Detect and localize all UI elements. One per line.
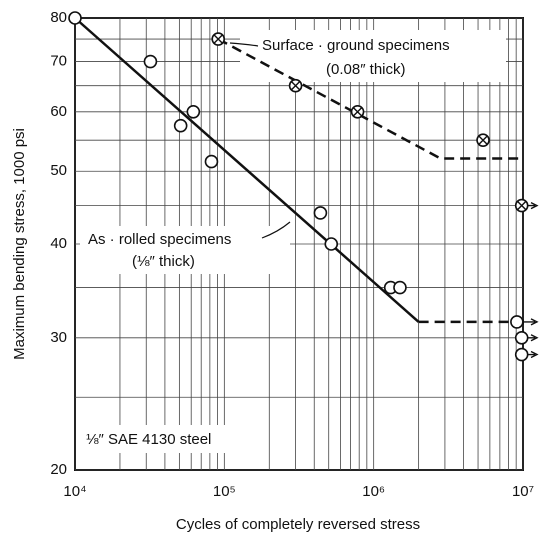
- y-tick-label: 40: [50, 235, 67, 252]
- marker-part: [514, 347, 529, 362]
- x-tick-label: 10⁶: [362, 483, 385, 500]
- marker-part: [352, 107, 363, 117]
- data-point: [288, 78, 303, 93]
- marker-part: [204, 154, 219, 169]
- fit-line: [217, 37, 523, 160]
- data-point: [514, 198, 539, 213]
- annotation: (0.08″ thick): [326, 61, 406, 78]
- x-tick-label: 10⁷: [512, 483, 534, 500]
- marker-part: [527, 201, 539, 210]
- data-point: [476, 133, 490, 147]
- y-tick-label: 60: [50, 103, 67, 120]
- data-point: [350, 104, 365, 119]
- y-tick-label: 20: [50, 461, 67, 478]
- annotation: As · rolled specimens: [88, 231, 231, 248]
- marker-part: [516, 200, 527, 211]
- data-point: [324, 237, 339, 251]
- marker-part: [527, 334, 539, 342]
- data-point: [313, 206, 328, 220]
- y-tick-label: 50: [50, 162, 67, 179]
- data-point: [510, 315, 539, 329]
- y-tick-label: 70: [50, 53, 67, 70]
- marker-part: [478, 135, 488, 145]
- annotation-bg: [240, 30, 506, 82]
- marker-part: [143, 54, 158, 69]
- annotation: ⅛″ SAE 4130 steel: [86, 431, 211, 448]
- marker-part: [313, 206, 328, 220]
- marker-part: [290, 81, 301, 91]
- data-point: [514, 347, 539, 362]
- marker-part: [514, 330, 529, 345]
- marker-part: [68, 11, 82, 25]
- marker-part: [510, 315, 524, 329]
- data-point: [514, 330, 539, 345]
- x-axis-label: Cycles of completely reversed stress: [176, 516, 420, 533]
- data-point: [393, 280, 407, 295]
- leader: [261, 221, 291, 239]
- marker-part: [324, 237, 339, 251]
- marker-part: [393, 280, 407, 295]
- x-tick-label: 10⁵: [213, 483, 236, 500]
- fit-line: [74, 17, 420, 323]
- marker-part: [213, 34, 223, 44]
- marker-part: [173, 118, 188, 133]
- data-point: [186, 104, 201, 119]
- data-point: [204, 154, 219, 169]
- marker-part: [527, 350, 539, 359]
- data-point: [173, 118, 188, 133]
- data-point: [143, 54, 158, 69]
- data-point: [68, 11, 82, 25]
- x-tick-label: 10⁴: [63, 483, 86, 500]
- y-axis-label: Maximum bending stress, 1000 psi: [11, 128, 28, 360]
- annotation-bg: [80, 226, 290, 274]
- annotation-bg: [80, 425, 230, 453]
- annotation: (⅛″ thick): [132, 253, 195, 270]
- data-point: [211, 32, 226, 46]
- marker-part: [522, 318, 539, 326]
- leader: [229, 42, 259, 47]
- y-tick-label: 30: [50, 329, 67, 346]
- y-tick-label: 80: [50, 9, 67, 26]
- annotation: Surface · ground specimens: [262, 37, 450, 54]
- marker-part: [186, 104, 201, 119]
